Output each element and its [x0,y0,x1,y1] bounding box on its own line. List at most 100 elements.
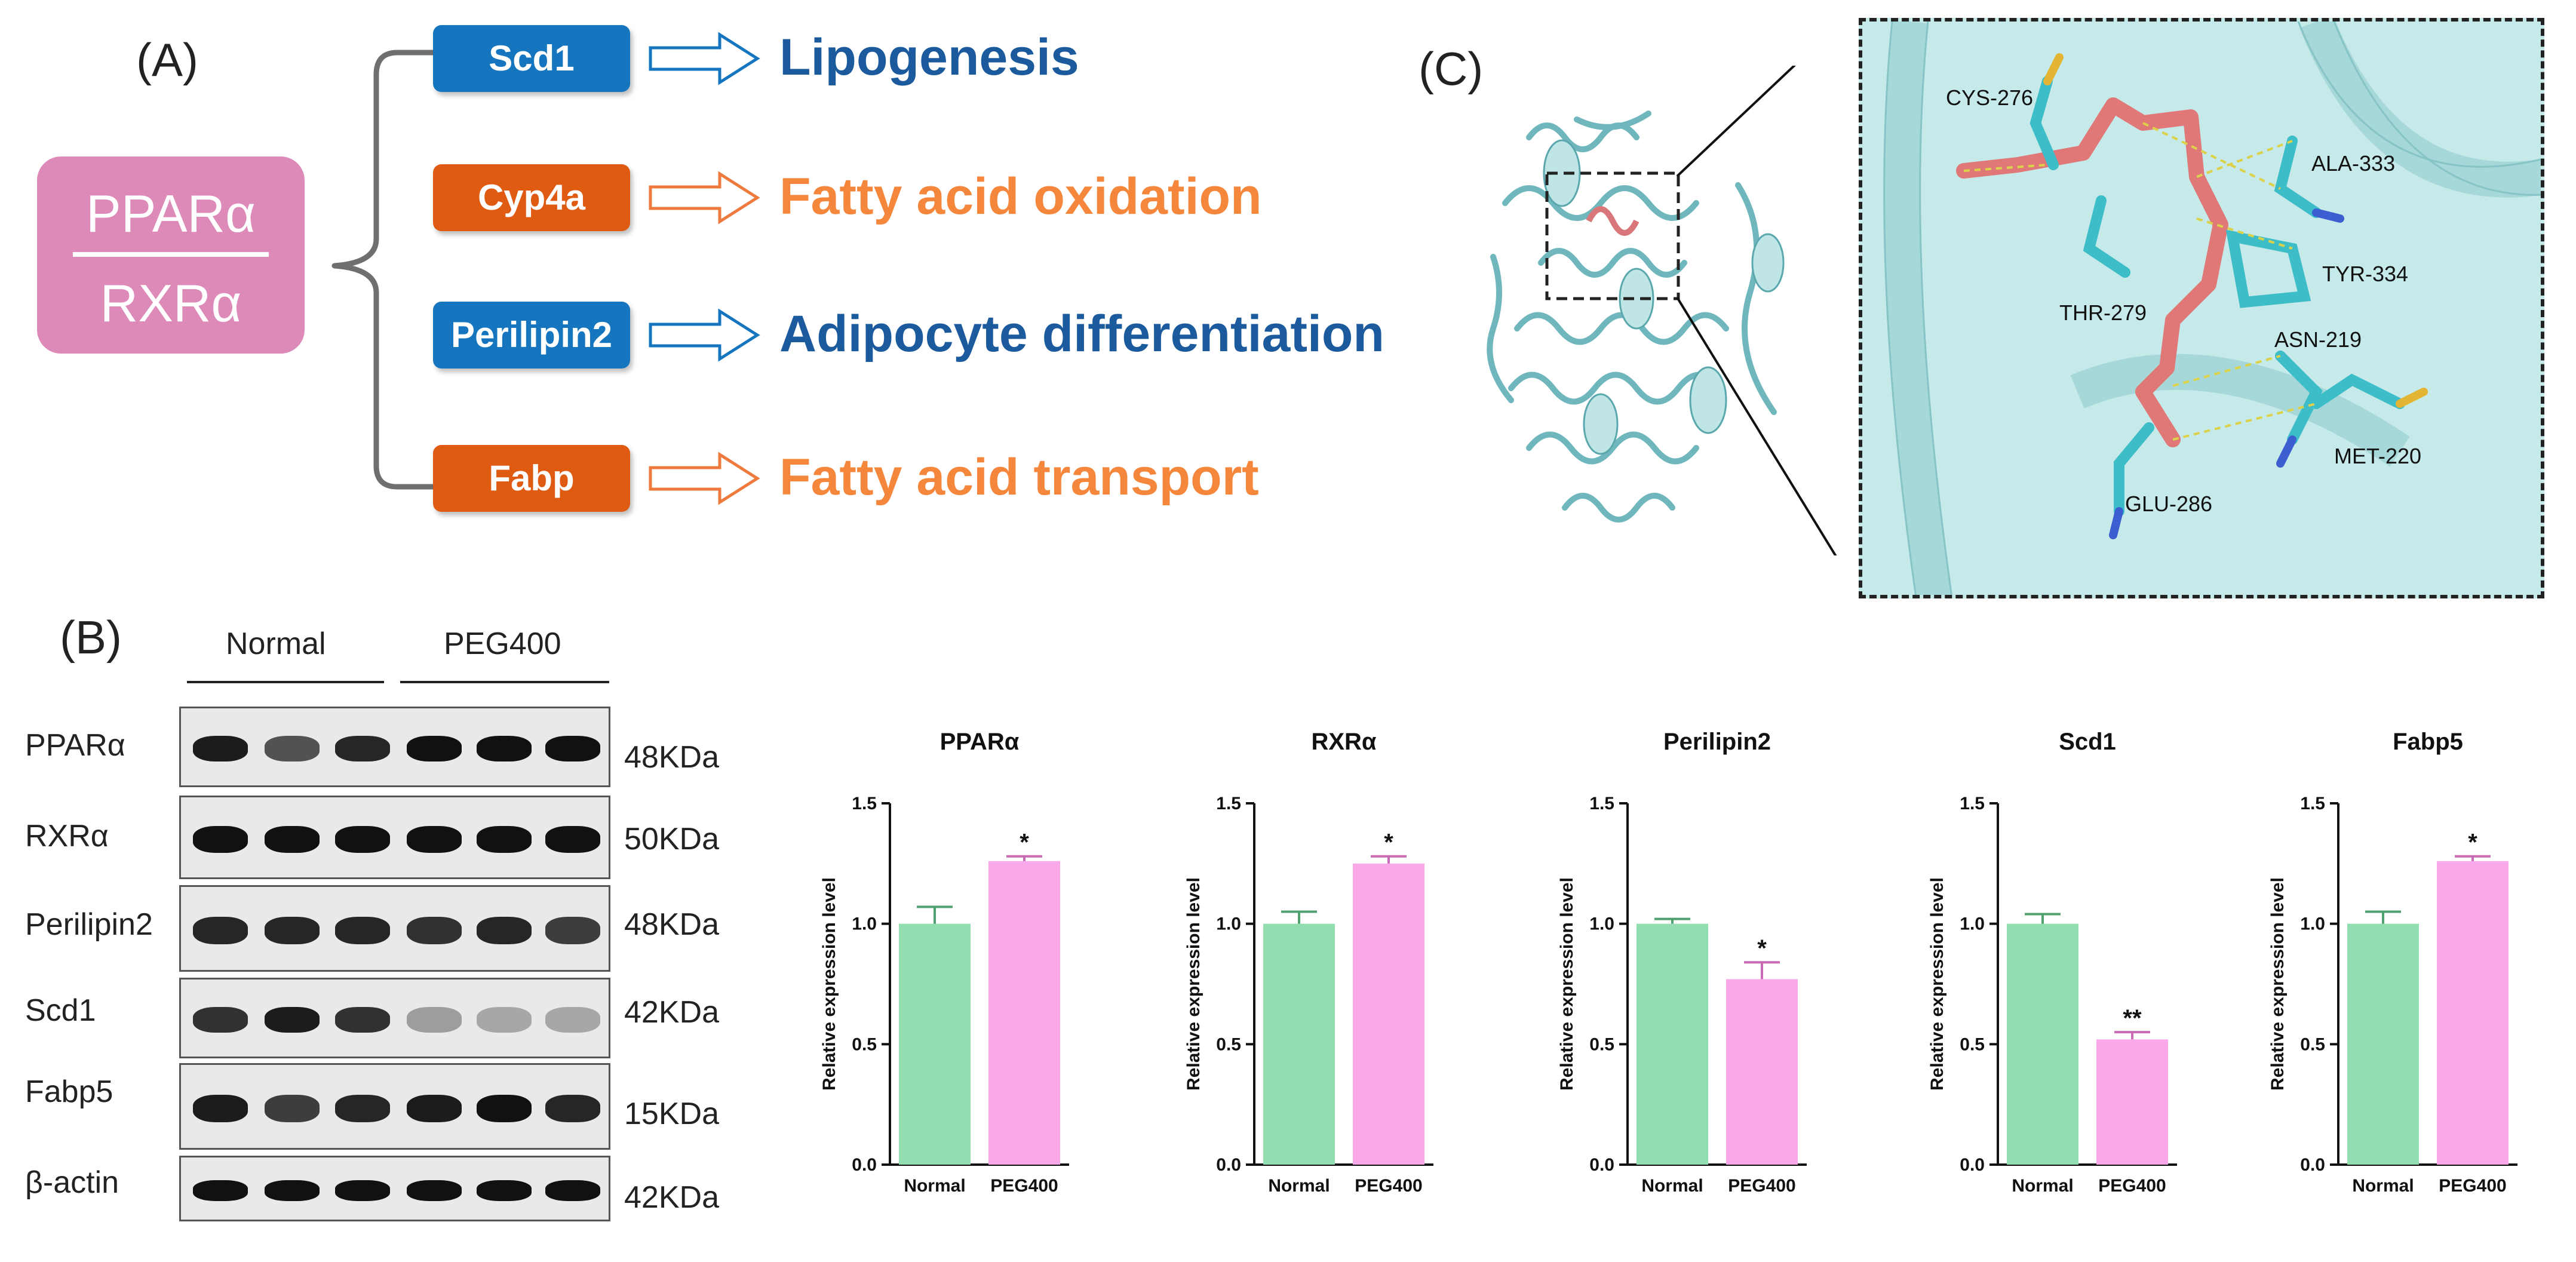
y-axis-label: Relative expression level [1184,877,1203,1091]
x-tick-label: PEG400 [990,1176,1058,1196]
y-tick-label: 1.5 [1216,794,1241,813]
bar [2437,861,2509,1165]
complex-top-label: PPARα [86,184,256,243]
arrow-right-icon [649,171,760,225]
y-tick-label: 0.0 [1589,1155,1614,1175]
blot-band [193,826,248,853]
blot-band [545,917,600,944]
y-tick-label: 0.0 [2300,1155,2325,1175]
blot-band [477,917,532,944]
function-label: Fatty acid transport [779,449,1259,506]
y-tick-label: 0.0 [1960,1155,1985,1175]
blot-band [545,1095,600,1122]
x-tick-label: Normal [1641,1176,1703,1196]
blot-band [477,1007,532,1033]
blot-band [407,917,462,944]
residue-label: TYR-334 [2322,262,2408,286]
blot-band [477,1095,532,1122]
blot-strip [179,885,610,972]
bar [1353,863,1424,1165]
blot-band [265,1007,320,1033]
arrow-right-icon [649,32,760,85]
blot-band [477,826,532,853]
brace-connector [331,50,433,490]
ppar-rxr-complex-box: PPARα RXRα [37,156,305,354]
y-tick-label: 1.5 [852,794,877,813]
bar [988,861,1060,1165]
residue-label: MET-220 [2334,444,2421,468]
arrow-right-icon [649,452,760,505]
panel-b-label: (B) [60,611,122,664]
blot-strip [179,707,610,787]
blot-band [193,1095,248,1122]
blot-protein-label: β-actin [25,1165,119,1200]
bar-chart: RXRα 0.0 0.5 1.0 1.5 Relative expression leve… [1184,729,1433,1196]
residue-label: THR-279 [2059,300,2147,325]
residue-label: ASN-219 [2274,327,2362,352]
blot-band [407,736,462,762]
blot-size-label: 42KDa [624,1180,719,1215]
panel-c-label: (C) [1419,42,1484,95]
y-tick-label: 1.0 [1960,914,1985,934]
complex-bottom-label: RXRα [100,274,242,333]
function-label: Fatty acid oxidation [779,168,1262,225]
y-tick-label: 1.5 [2300,794,2325,813]
chart-title: Fabp5 [2393,729,2463,755]
blot-protein-label: RXRα [25,819,109,853]
blot-band [193,1007,248,1033]
y-tick-label: 0.5 [1216,1034,1241,1054]
blot-size-label: 48KDa [624,740,719,775]
y-axis-label: Relative expression level [819,877,839,1091]
blot-band [545,1007,600,1033]
chart-title: Scd1 [2059,729,2116,755]
bar-chart: Perilipin2 0.0 0.5 1.0 1.5 Relative expressio… [1557,729,1807,1196]
blot-strip [179,978,610,1058]
binding-pocket-drawing: CYS-276 ALA-333 THR-279 TYR-334 ASN-219 … [1883,22,2541,595]
protein-structure-overview [1487,66,1837,555]
y-tick-label: 1.0 [1589,914,1614,934]
blot-band [193,736,248,762]
y-tick-label: 0.0 [852,1155,877,1175]
significance-mark: * [1757,935,1767,962]
blot-band [335,826,390,853]
function-label: Lipogenesis [779,29,1079,86]
significance-mark: * [1020,830,1029,856]
residue-label: CYS-276 [1946,85,2033,110]
chart-title: PPARα [940,729,1020,755]
blot-band [265,1180,320,1201]
blot-strip [179,1156,610,1221]
group-label-normal: Normal [226,627,326,661]
bar [1637,923,1708,1165]
blot-band [407,1007,462,1033]
bar [2007,923,2078,1165]
gene-box: Fabp [433,445,630,512]
blot-size-label: 42KDa [624,995,719,1030]
blot-strip [179,796,610,879]
y-tick-label: 1.0 [2300,914,2325,934]
panel-a-label: (A) [136,33,198,86]
gene-box: Perilipin2 [433,302,630,369]
significance-mark: ** [2123,1005,2142,1031]
blot-band [477,1180,532,1201]
x-tick-label: PEG400 [2098,1176,2166,1196]
x-tick-label: Normal [2352,1176,2414,1196]
blot-band [545,736,600,762]
bar [1726,979,1798,1165]
x-tick-label: PEG400 [1728,1176,1795,1196]
y-axis-label: Relative expression level [1927,877,1947,1091]
blot-band [407,1180,462,1201]
blot-band [265,736,320,762]
complex-divider [73,252,269,257]
y-tick-label: 0.5 [852,1034,877,1054]
blot-protein-label: Perilipin2 [25,907,153,942]
significance-mark: * [1384,830,1393,856]
blot-band [265,917,320,944]
x-tick-label: Normal [2012,1176,2073,1196]
blot-protein-label: PPARα [25,728,125,763]
blot-band [545,1180,600,1201]
bar-chart: Scd1 0.0 0.5 1.0 1.5 Relative expression leve… [1927,729,2177,1196]
binding-pocket-inset: CYS-276 ALA-333 THR-279 TYR-334 ASN-219 … [1859,18,2544,598]
blot-band [545,826,600,853]
gene-box: Cyp4a [433,164,630,231]
blot-band [335,1007,390,1033]
